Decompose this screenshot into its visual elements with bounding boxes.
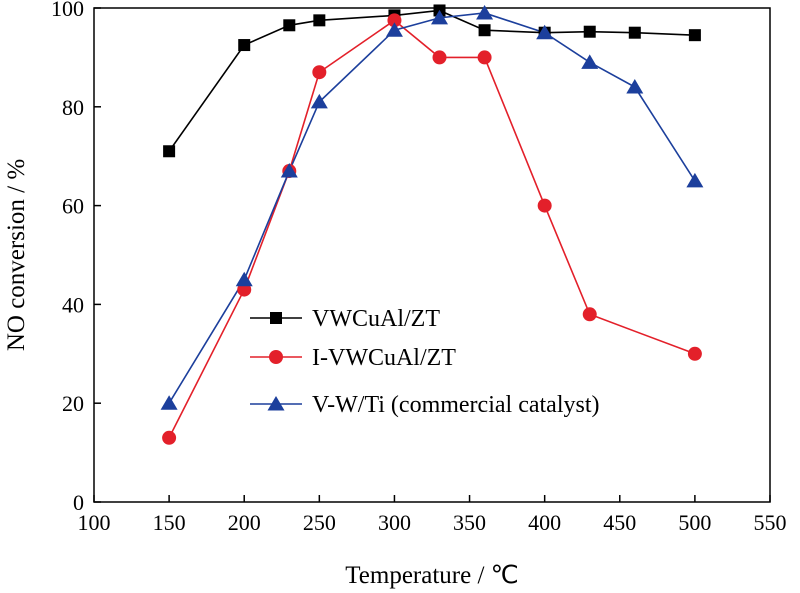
data-point-vwcual-zt <box>688 29 701 42</box>
y-tick-label: 60 <box>62 194 84 219</box>
data-point-v-w-ti <box>536 24 554 40</box>
data-point-v-w-ti <box>385 22 403 37</box>
data-point-i-vwcual-zt <box>162 430 177 445</box>
series-line-vwcual-zt <box>168 9 695 152</box>
plot-frame <box>93 7 771 503</box>
legend-marker <box>270 312 282 324</box>
y-tick-label: 40 <box>62 292 84 317</box>
x-tick-label: 450 <box>603 510 636 535</box>
x-axis-title: Temperature / ℃ <box>345 562 518 589</box>
legend: VWCuAl/ZT I-VWCuAl/ZT V-W/Ti (commercial c… <box>250 306 599 418</box>
data-point-i-vwcual-zt <box>312 65 327 80</box>
data-point-vwcual-zt <box>238 39 251 52</box>
data-point-vwcual-zt <box>283 19 296 32</box>
data-point-vwcual-zt <box>163 145 176 158</box>
y-tick-label: 100 <box>51 0 84 21</box>
data-point-vwcual-zt <box>313 14 326 27</box>
y-tick-label: 80 <box>62 95 84 120</box>
x-tick-label: 500 <box>678 510 711 535</box>
x-tick-label: 100 <box>78 510 111 535</box>
data-point-v-w-ti <box>626 79 644 94</box>
data-point-v-w-ti <box>280 163 298 178</box>
data-point-vwcual-zt <box>583 25 596 38</box>
data-point-i-vwcual-zt <box>432 50 447 65</box>
x-tick-label: 150 <box>153 510 186 535</box>
x-tick-label: 300 <box>378 510 411 535</box>
x-tick-label: 200 <box>228 510 261 535</box>
legend-label: VWCuAl/ZT <box>312 306 440 332</box>
legend-marker <box>267 396 285 411</box>
legend-marker <box>269 350 283 364</box>
data-point-i-vwcual-zt <box>387 13 402 28</box>
data-point-v-w-ti <box>581 54 599 69</box>
data-point-v-w-ti <box>686 172 704 188</box>
x-tick-label: 350 <box>453 510 486 535</box>
data-point-i-vwcual-zt <box>477 50 492 65</box>
data-point-vwcual-zt <box>628 26 641 39</box>
series-layer <box>160 4 704 445</box>
x-tick-label: 550 <box>754 510 787 535</box>
legend-label: I-VWCuAl/ZT <box>312 345 456 371</box>
data-point-v-w-ti <box>235 271 253 287</box>
x-tick-label: 250 <box>303 510 336 535</box>
data-point-i-vwcual-zt <box>582 307 597 322</box>
data-point-vwcual-zt <box>478 24 491 37</box>
data-point-v-w-ti <box>310 93 328 109</box>
axes: 100 150 200 250 300 350 400 450 500 550 0 20 40 60 80 1… <box>51 0 787 535</box>
data-point-v-w-ti <box>431 9 449 25</box>
y-axis-title: NO conversion / % <box>3 159 30 351</box>
series-line-i-vwcual-zt <box>168 19 696 439</box>
y-tick-label: 20 <box>62 391 84 416</box>
data-point-i-vwcual-zt <box>537 198 552 213</box>
legend-label: V-W/Ti (commercial catalyst) <box>312 392 599 418</box>
data-point-v-w-ti <box>476 4 494 20</box>
x-tick-label: 400 <box>528 510 561 535</box>
data-point-i-vwcual-zt <box>687 346 702 361</box>
y-tick-label: 0 <box>73 490 84 515</box>
data-point-v-w-ti <box>160 395 178 410</box>
